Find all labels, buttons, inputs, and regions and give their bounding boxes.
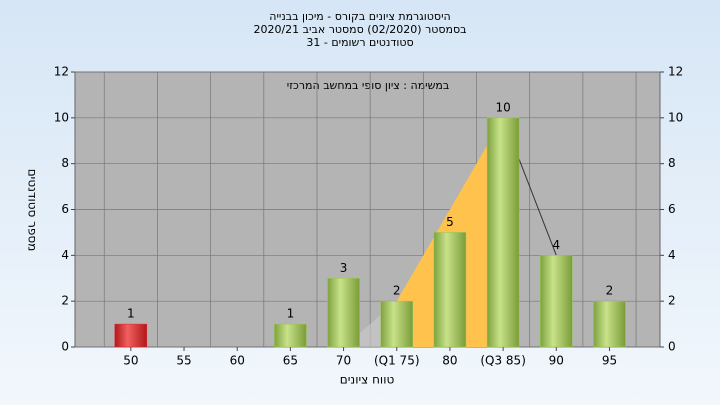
y-tick-label: 6 bbox=[61, 202, 69, 216]
y2-tick-label: 0 bbox=[668, 340, 676, 354]
bar bbox=[433, 232, 467, 348]
x-tick-label: (Q3 85) bbox=[480, 354, 526, 368]
bar bbox=[327, 278, 360, 348]
bar bbox=[593, 300, 626, 348]
y2-tick-label: 12 bbox=[668, 65, 683, 79]
annotation: במשימה : ציון סופי במחשב המרכזי bbox=[287, 79, 450, 92]
value-label: 10 bbox=[495, 100, 510, 114]
y2-tick-label: 2 bbox=[668, 294, 676, 308]
x-tick-label: 70 bbox=[336, 354, 351, 368]
x-tick-label: 90 bbox=[549, 354, 564, 368]
y-tick-label: 4 bbox=[61, 248, 69, 262]
y-tick-label: 2 bbox=[61, 294, 69, 308]
y-tick-label: 10 bbox=[54, 110, 69, 124]
value-label: 2 bbox=[606, 284, 614, 298]
value-label: 5 bbox=[446, 215, 454, 229]
chart-title: היסטוגרמת ציונים בקורס - מיכון בבנייה bbox=[269, 10, 450, 23]
y-axis-label: מספר סטודנטים bbox=[26, 169, 40, 252]
x-tick-label: 80 bbox=[442, 354, 457, 368]
x-tick-label: 95 bbox=[602, 354, 617, 368]
x-tick-label: 50 bbox=[123, 354, 138, 368]
bar bbox=[274, 323, 307, 348]
bar bbox=[114, 323, 148, 348]
bar bbox=[540, 255, 573, 348]
chart-title: בסמסטר (02/2020) סמסטר אביב 2020/21 bbox=[253, 23, 466, 36]
x-tick-label: 55 bbox=[176, 354, 191, 368]
value-label: 3 bbox=[340, 261, 348, 275]
value-label: 1 bbox=[127, 307, 135, 321]
bar bbox=[380, 300, 413, 348]
y2-tick-label: 6 bbox=[668, 202, 676, 216]
value-label: 1 bbox=[287, 307, 295, 321]
y-tick-label: 8 bbox=[61, 156, 69, 170]
bar bbox=[486, 117, 520, 348]
x-tick-label: 65 bbox=[283, 354, 298, 368]
y-tick-label: 12 bbox=[54, 65, 69, 79]
x-axis-label: טווח ציונים bbox=[340, 373, 395, 387]
y-tick-label: 0 bbox=[61, 340, 69, 354]
x-tick-label: 60 bbox=[230, 354, 245, 368]
x-tick-label: (Q1 75) bbox=[374, 354, 420, 368]
y2-tick-label: 4 bbox=[668, 248, 676, 262]
chart-title: סטודנטים רשומים - 31 bbox=[306, 36, 413, 49]
y2-tick-label: 8 bbox=[668, 156, 676, 170]
value-label: 4 bbox=[552, 238, 560, 252]
value-label: 2 bbox=[393, 284, 401, 298]
y2-tick-label: 10 bbox=[668, 110, 683, 124]
